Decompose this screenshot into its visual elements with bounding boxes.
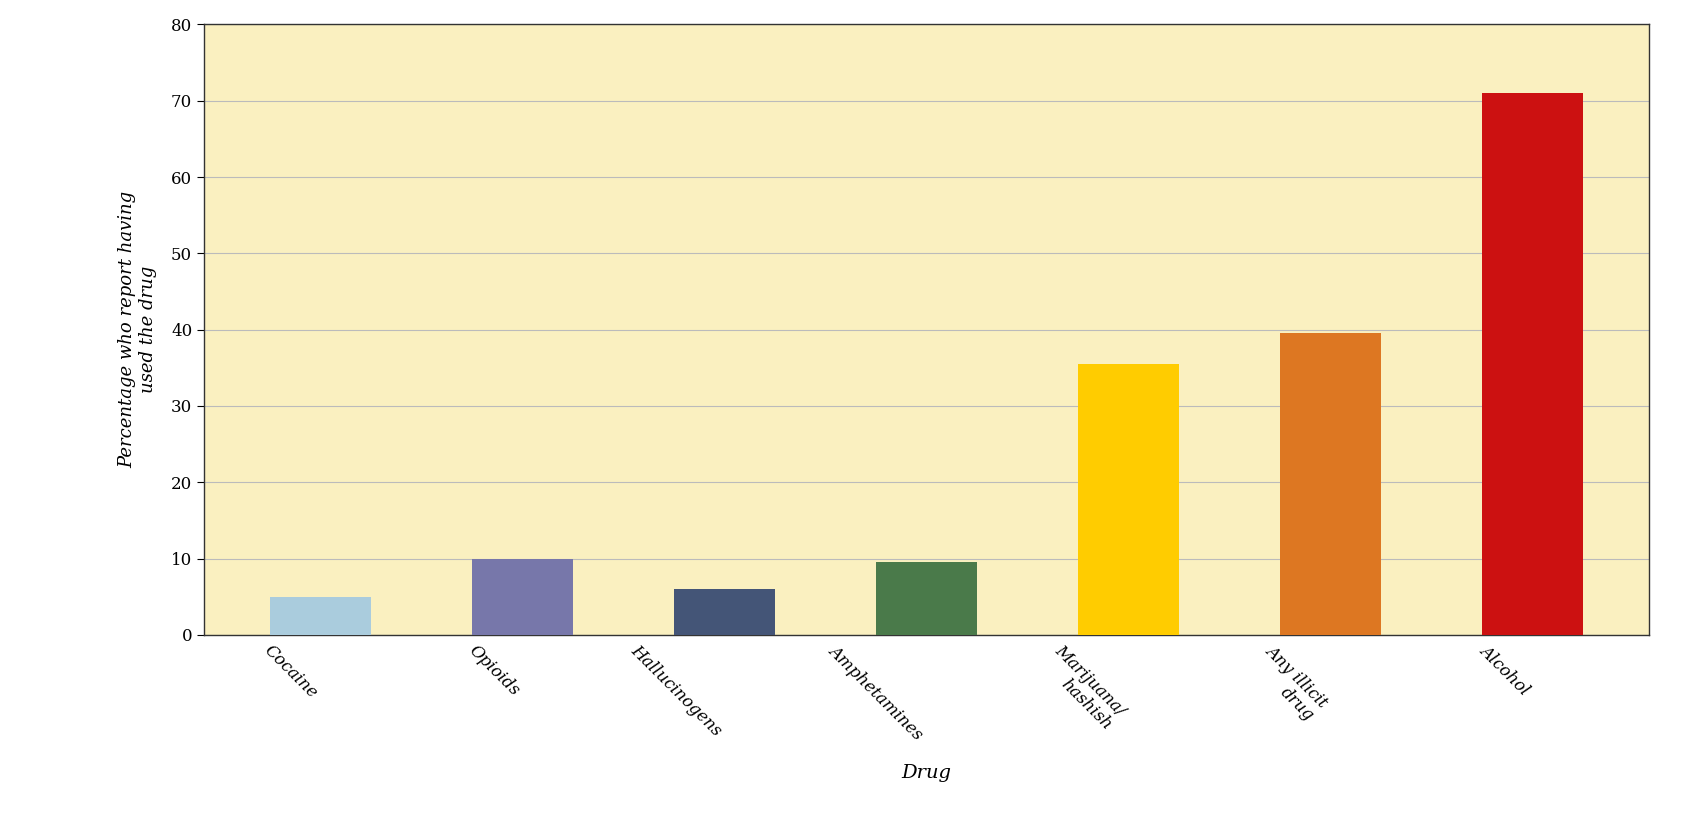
Bar: [1280, 334, 1380, 635]
X-axis label: Drug: Drug: [901, 764, 952, 781]
Bar: [876, 562, 977, 635]
Bar: [473, 558, 573, 635]
Bar: [1482, 93, 1583, 635]
Bar: [673, 589, 775, 635]
Bar: [270, 597, 371, 635]
Y-axis label: Percentage who report having
used the drug: Percentage who report having used the dr…: [119, 191, 156, 468]
Bar: [1078, 364, 1180, 635]
